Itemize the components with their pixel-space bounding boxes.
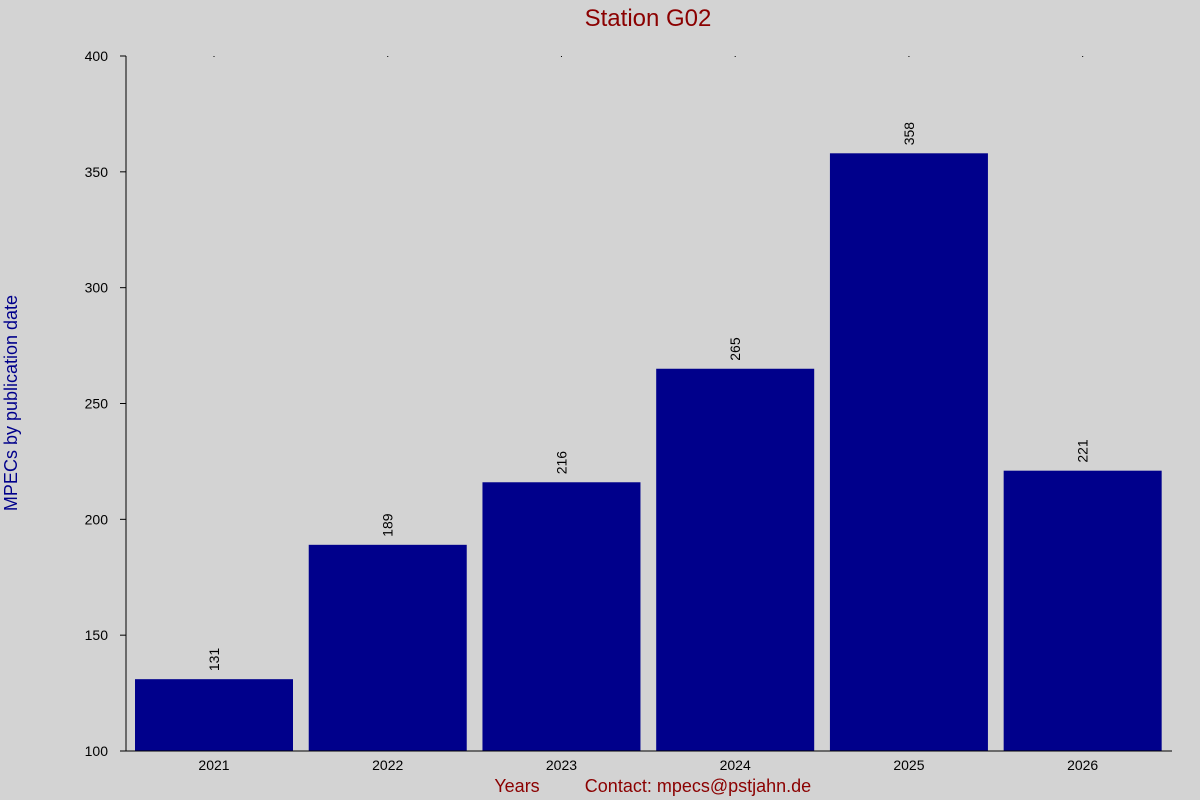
y-tick-label: 150 — [85, 627, 109, 643]
x-tick-label: 2026 — [1067, 757, 1098, 773]
bar-2026 — [1003, 470, 1162, 751]
top-tick-dot — [908, 56, 910, 57]
y-tick-label: 350 — [85, 164, 109, 180]
top-tick-dot — [213, 56, 215, 57]
bar-value-label: 221 — [1075, 439, 1091, 463]
y-tick-label: 400 — [85, 48, 109, 64]
top-tick-marks — [213, 56, 1084, 57]
y-axis: 100 150 200 250 300 350 400 — [85, 48, 127, 759]
top-tick-dot — [387, 56, 389, 57]
x-tick-label: 2022 — [372, 757, 403, 773]
bar-value-label: 265 — [727, 337, 743, 361]
y-tick-label: 250 — [85, 396, 109, 412]
top-tick-dot — [734, 56, 736, 57]
bar-value-label: 216 — [553, 451, 569, 475]
top-tick-dot — [560, 56, 562, 57]
y-tick-label: 100 — [85, 743, 109, 759]
x-axis: 2021 2022 2023 2024 2025 2026 — [126, 750, 1172, 773]
contact-note: Contact: mpecs@pstjahn.de — [585, 776, 811, 796]
x-tick-label: 2023 — [546, 757, 577, 773]
bar-2023 — [482, 482, 641, 751]
chart-title: Station G02 — [585, 5, 712, 32]
bar-2025 — [829, 153, 988, 752]
bar-2021 — [135, 679, 293, 751]
bar-value-label: 358 — [901, 122, 917, 146]
x-axis-label: Years — [494, 776, 539, 796]
bar-value-label: 131 — [206, 648, 222, 672]
x-tick-label: 2025 — [893, 757, 924, 773]
bars: 131 189 216 265 358 221 — [135, 122, 1162, 752]
top-tick-dot — [1082, 56, 1084, 57]
y-tick-label: 300 — [85, 280, 109, 296]
x-tick-label: 2021 — [198, 757, 229, 773]
bar-value-label: 189 — [380, 513, 396, 537]
x-tick-label: 2024 — [720, 757, 751, 773]
bar-2024 — [656, 368, 815, 751]
y-tick-label: 200 — [85, 511, 109, 527]
bar-2022 — [308, 544, 467, 751]
y-axis-label: MPECs by publication date — [1, 295, 21, 511]
